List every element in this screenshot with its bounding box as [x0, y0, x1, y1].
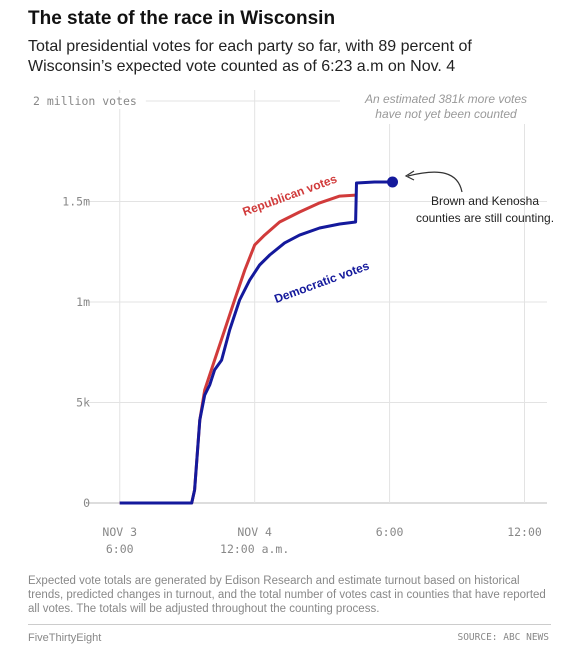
label-bg	[340, 90, 547, 124]
series-line	[119, 180, 393, 505]
annotation: Brown and Kenosha counties are still coun…	[416, 194, 554, 225]
y-tick-label-line: 5k	[76, 395, 90, 409]
series-label: Republican votes	[241, 172, 339, 219]
x-tick-label: 6:00	[376, 525, 404, 539]
x-tick-label: NOV 3 6:00	[102, 525, 137, 556]
series-label: Democratic votes	[272, 258, 371, 305]
annotation-line: have not yet been counted	[375, 107, 517, 121]
x-tick-label-line: 6:00	[376, 525, 404, 539]
footnote: Expected vote totals are generated by Ed…	[28, 575, 546, 615]
annotation-arrow	[407, 171, 463, 193]
source: SOURCE: ABC NEWS	[457, 632, 549, 643]
x-tick-label: NOV 4 12:00 a.m.	[220, 525, 289, 556]
x-tick-label-line: 6:00	[106, 542, 134, 556]
y-tick-label: 1m	[76, 295, 90, 309]
y-tick-label-line: 1m	[76, 295, 90, 309]
y-tick-label: 5k	[76, 395, 90, 409]
y-tick-label-line: 1.5m	[62, 194, 90, 208]
brand: FiveThirtyEight	[28, 632, 102, 644]
y-tick-label: 2 million votes	[33, 94, 137, 108]
arrow-head	[404, 170, 415, 181]
annotation-line: counties are still counting.	[416, 211, 554, 225]
x-tick-label-line: 12:00 a.m.	[220, 542, 289, 556]
y-tick-label-line: 2 million votes	[33, 94, 137, 108]
y-tick-label-line: 0	[83, 496, 90, 510]
y-tick-label: 0	[83, 496, 90, 510]
x-tick-label-line: 12:00	[507, 525, 542, 539]
chart-title: The state of the race in Wisconsin	[28, 8, 336, 29]
annotation: An estimated 381k more votes have not yet…	[364, 92, 527, 121]
x-tick-label-line: NOV 3	[102, 525, 137, 539]
divider	[28, 624, 551, 625]
series-line	[119, 193, 356, 505]
annotation-line: An estimated 381k more votes	[364, 92, 527, 106]
x-tick-label: 12:00	[507, 525, 542, 539]
chart-subtitle: Total presidential votes for each party …	[28, 38, 472, 75]
end-dot	[387, 176, 399, 188]
y-tick-label: 1.5m	[62, 194, 90, 208]
x-tick-label-line: NOV 4	[237, 525, 272, 539]
label-bg	[30, 93, 146, 109]
annotation-line: Brown and Kenosha	[431, 194, 539, 208]
